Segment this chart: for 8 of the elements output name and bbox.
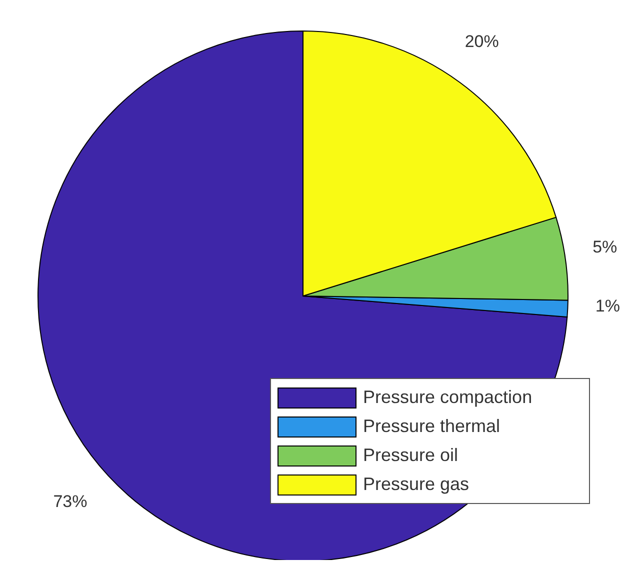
data-label: 20% <box>464 32 499 51</box>
data-label: 1% <box>595 296 620 316</box>
data-label: 73% <box>53 492 88 511</box>
data-label: 5% <box>592 237 618 256</box>
legend-label: Pressure oil <box>363 445 458 466</box>
legend-label: Pressure gas <box>363 474 470 495</box>
legend-label: Pressure thermal <box>363 416 500 437</box>
legend-label: Pressure compaction <box>363 387 532 408</box>
